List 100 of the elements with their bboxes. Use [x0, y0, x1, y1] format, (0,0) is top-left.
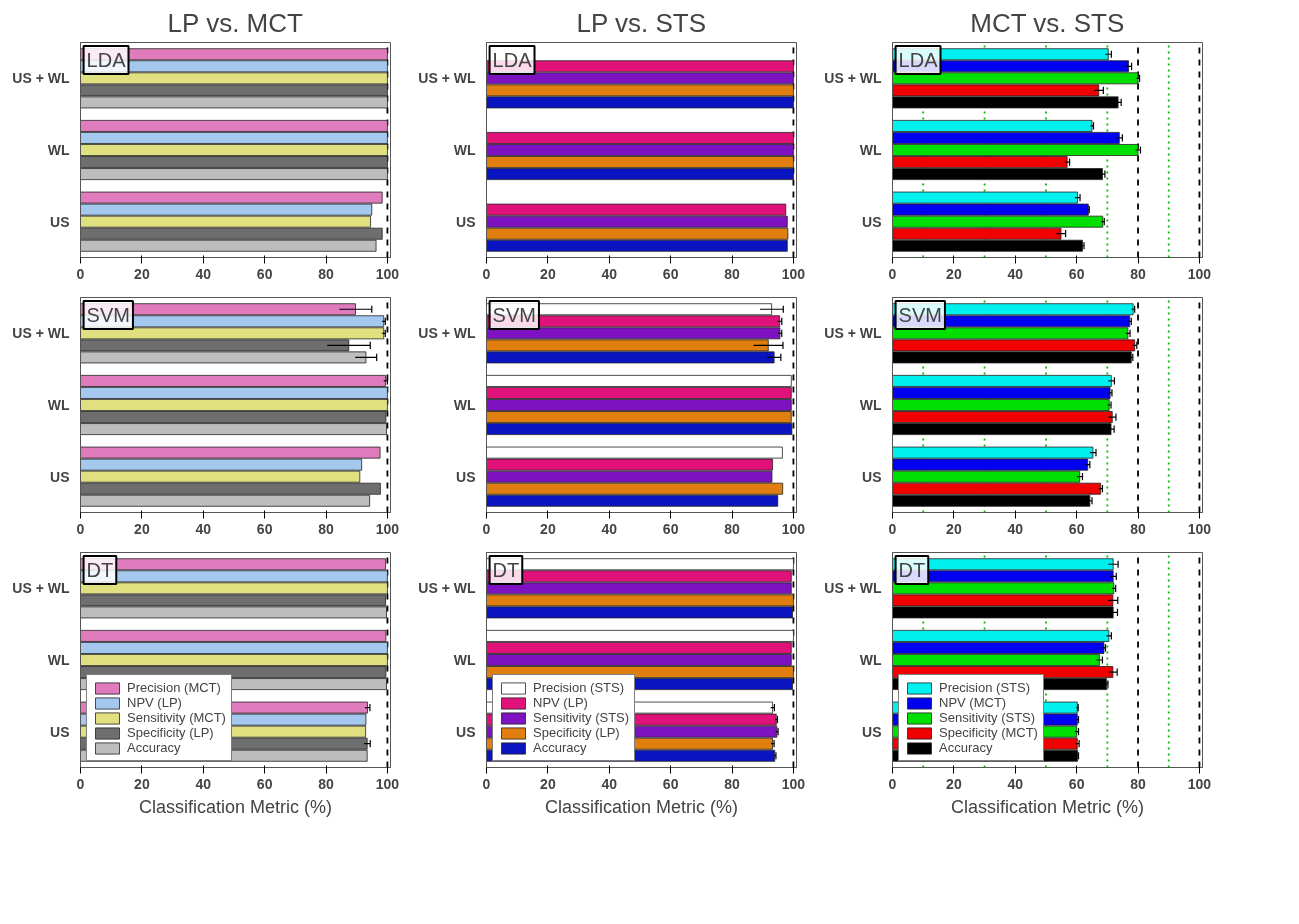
legend-label: Accuracy [939, 740, 993, 755]
chart-title: LP vs. MCT [167, 7, 304, 38]
y-tick-label: US + WL [12, 580, 70, 597]
y-tick-label: US + WL [418, 70, 476, 87]
y-tick-label: WL [453, 652, 476, 668]
y-tick-label: WL [859, 652, 882, 668]
x-tick-label: 20 [134, 520, 150, 537]
x-tick-label: 20 [946, 265, 962, 282]
x-tick-label: 0 [888, 775, 897, 792]
x-tick-label: 60 [256, 265, 273, 282]
x-tick-label: 20 [540, 775, 556, 792]
x-tick-label: 60 [256, 775, 273, 792]
legend-label: NPV (LP) [533, 695, 588, 710]
x-tick-label: 80 [1130, 520, 1147, 537]
x-tick-label: 20 [946, 775, 962, 792]
y-tick-label: US [456, 213, 476, 230]
y-tick-label: WL [859, 397, 882, 413]
x-tick-label: 100 [1187, 265, 1212, 282]
x-tick-label: 60 [1068, 520, 1085, 537]
legend-label: NPV (LP) [127, 695, 182, 710]
legend-label: Accuracy [533, 740, 587, 755]
x-tick-label: 60 [662, 520, 679, 537]
y-tick-label: US [862, 213, 882, 230]
x-tick-label: 40 [601, 520, 618, 537]
x-tick-label: 40 [195, 265, 212, 282]
x-tick-label: 100 [1187, 775, 1212, 792]
x-tick-label: 20 [134, 265, 150, 282]
x-tick-label: 100 [781, 520, 806, 537]
x-tick-label: 0 [76, 520, 85, 537]
x-tick-label: 80 [318, 265, 335, 282]
y-tick-label: US + WL [12, 70, 70, 87]
x-tick-label: 100 [781, 265, 806, 282]
y-tick-label: WL [47, 652, 70, 668]
y-tick-label: US + WL [824, 325, 882, 342]
y-tick-label: WL [453, 142, 476, 158]
x-axis-title: Classification Metric (%) [138, 796, 333, 817]
y-tick-label: US + WL [824, 70, 882, 87]
legend-label: Sensitivity (STS) [533, 710, 630, 725]
y-tick-label: WL [453, 397, 476, 413]
y-tick-label: US + WL [418, 325, 476, 342]
x-tick-label: 80 [724, 520, 741, 537]
annotation: LDA [492, 49, 533, 72]
legend-label: Precision (STS) [939, 680, 1031, 695]
legend-label: Accuracy [127, 740, 181, 755]
x-tick-label: 60 [1068, 775, 1085, 792]
x-tick-label: 40 [195, 520, 212, 537]
x-tick-label: 0 [888, 520, 897, 537]
legend-label: Sensitivity (STS) [939, 710, 1036, 725]
y-tick-label: US + WL [12, 325, 70, 342]
x-tick-label: 80 [724, 775, 741, 792]
y-tick-label: WL [859, 142, 882, 158]
x-tick-label: 0 [482, 520, 491, 537]
legend-label: Specificity (LP) [533, 725, 620, 740]
x-tick-label: 40 [1007, 520, 1024, 537]
x-tick-label: 0 [76, 265, 85, 282]
x-tick-label: 60 [662, 775, 679, 792]
x-axis-title: Classification Metric (%) [544, 796, 739, 817]
x-tick-label: 100 [375, 265, 400, 282]
y-tick-label: US + WL [824, 580, 882, 597]
annotation: LDA [86, 49, 127, 72]
x-tick-label: 40 [1007, 775, 1024, 792]
x-tick-label: 80 [318, 520, 335, 537]
x-tick-label: 100 [375, 775, 400, 792]
x-tick-label: 0 [76, 775, 85, 792]
y-tick-label: US [456, 468, 476, 485]
x-tick-label: 100 [375, 520, 400, 537]
x-tick-label: 100 [781, 775, 806, 792]
y-tick-label: US [50, 213, 70, 230]
x-axis-title: Classification Metric (%) [950, 796, 1145, 817]
annotation: LDA [898, 49, 939, 72]
annotation: DT [492, 559, 520, 582]
x-tick-label: 20 [946, 520, 962, 537]
x-tick-label: 20 [540, 265, 556, 282]
x-tick-label: 100 [1187, 520, 1212, 537]
chart-title: LP vs. STS [576, 7, 707, 38]
x-tick-label: 40 [601, 775, 618, 792]
x-tick-label: 60 [256, 520, 273, 537]
x-tick-label: 60 [662, 265, 679, 282]
x-tick-label: 40 [601, 265, 618, 282]
y-tick-label: US [50, 723, 70, 740]
x-tick-label: 80 [318, 775, 335, 792]
annotation: SVM [898, 304, 942, 327]
x-tick-label: 0 [482, 775, 491, 792]
annotation: SVM [492, 304, 536, 327]
y-tick-label: US + WL [418, 580, 476, 597]
chart-title: MCT vs. STS [970, 7, 1125, 38]
x-tick-label: 20 [134, 775, 150, 792]
legend-label: NPV (MCT) [939, 695, 1007, 710]
x-tick-label: 0 [888, 265, 897, 282]
x-tick-label: 40 [1007, 265, 1024, 282]
legend-label: Precision (STS) [533, 680, 625, 695]
x-tick-label: 80 [1130, 775, 1147, 792]
x-tick-label: 40 [195, 775, 212, 792]
x-tick-label: 20 [540, 520, 556, 537]
legend-label: Sensitivity (MCT) [127, 710, 226, 725]
x-tick-label: 80 [724, 265, 741, 282]
x-tick-label: 60 [1068, 265, 1085, 282]
legend-label: Precision (MCT) [127, 680, 221, 695]
y-tick-label: WL [47, 397, 70, 413]
x-tick-label: 0 [482, 265, 491, 282]
